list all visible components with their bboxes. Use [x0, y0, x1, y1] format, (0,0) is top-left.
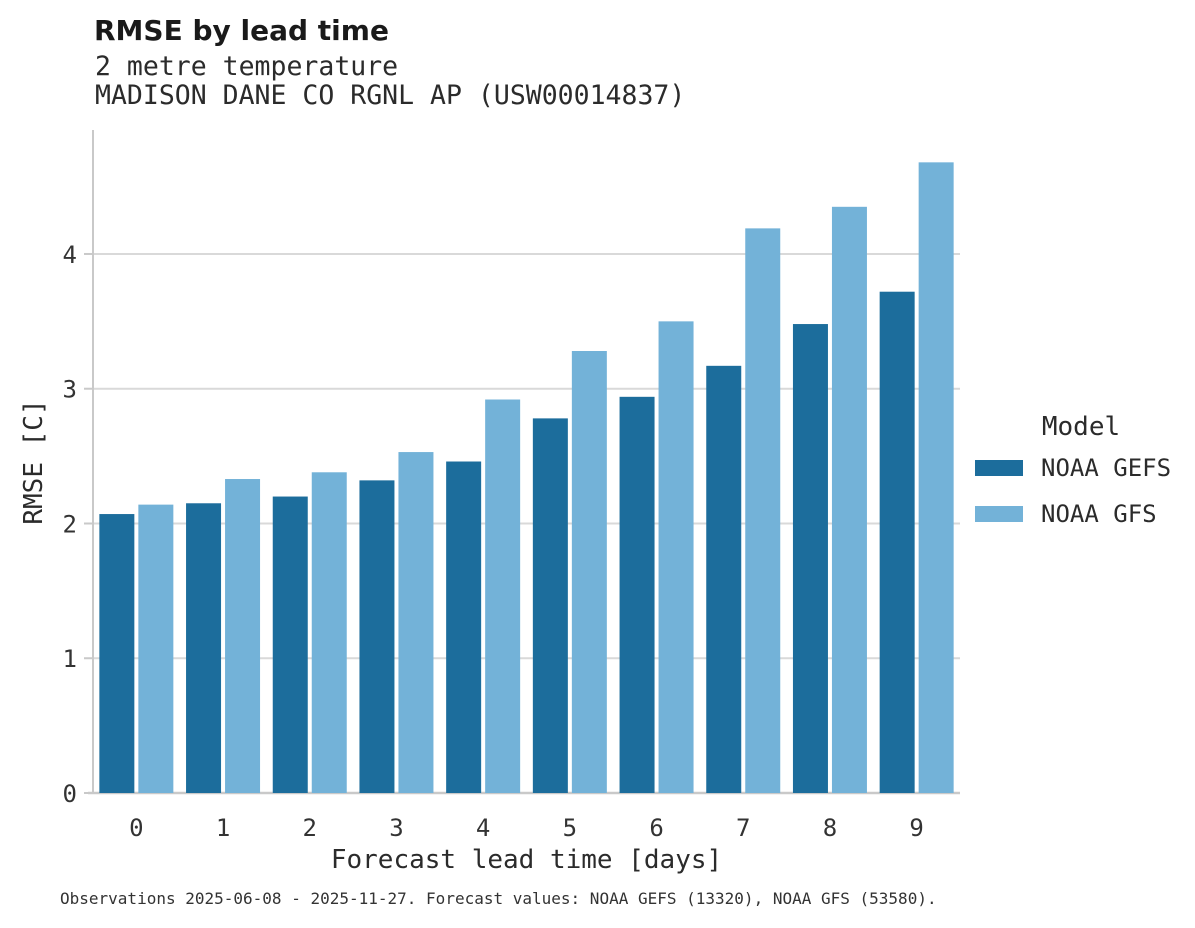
y-axis-label: RMSE [C] [19, 399, 49, 525]
x-tick-label-3: 3 [389, 814, 403, 842]
chart-subtitle-station: MADISON DANE CO RGNL AP (USW00014837) [95, 80, 686, 111]
bar-noaa-gefs-5 [532, 418, 568, 793]
legend-label: NOAA GFS [1041, 500, 1157, 528]
legend-swatch-gfs [975, 506, 1023, 522]
chart-title: RMSE by lead time [94, 14, 389, 47]
x-tick-label-8: 8 [823, 814, 837, 842]
bar-noaa-gefs-4 [446, 461, 482, 793]
bar-noaa-gfs-5 [571, 351, 607, 793]
x-tick-label-0: 0 [129, 814, 143, 842]
bar-noaa-gfs-4 [485, 399, 521, 793]
bar-noaa-gefs-8 [792, 324, 828, 793]
bar-noaa-gfs-2 [311, 472, 347, 793]
x-tick-label-5: 5 [563, 814, 577, 842]
bar-noaa-gfs-6 [658, 321, 694, 793]
bar-noaa-gefs-0 [99, 514, 135, 793]
x-axis-label: Forecast lead time [days] [330, 845, 723, 875]
y-tick-label-2: 2 [63, 510, 77, 538]
x-tick-label-7: 7 [736, 814, 750, 842]
x-tick-label-6: 6 [649, 814, 663, 842]
bar-noaa-gfs-8 [831, 206, 867, 793]
y-tick-label-3: 3 [63, 376, 77, 404]
legend-entry-noaa-gefs: NOAA GEFS [975, 454, 1187, 482]
bar-noaa-gefs-2 [272, 496, 308, 793]
chart-subtitle-variable: 2 metre temperature [95, 51, 399, 82]
x-tick-label-4: 4 [476, 814, 490, 842]
x-tick-label-1: 1 [216, 814, 230, 842]
bar-noaa-gefs-3 [359, 480, 395, 793]
y-tick-label-4: 4 [63, 241, 77, 269]
legend-title: Model [1041, 412, 1121, 442]
bar-noaa-gfs-0 [138, 504, 174, 793]
legend-swatch-gefs [975, 460, 1023, 476]
legend-entry-noaa-gfs: NOAA GFS [975, 500, 1187, 528]
x-tick-label-9: 9 [909, 814, 923, 842]
bar-noaa-gfs-3 [398, 452, 434, 793]
bar-noaa-gefs-7 [706, 365, 742, 793]
y-tick-label-1: 1 [63, 645, 77, 673]
bar-noaa-gefs-1 [186, 503, 222, 793]
bar-noaa-gfs-9 [918, 162, 954, 794]
caption: Observations 2025-06-08 - 2025-11-27. Fo… [60, 889, 937, 908]
bar-noaa-gfs-7 [745, 228, 781, 793]
x-tick-label-2: 2 [303, 814, 317, 842]
legend: Model NOAA GEFS NOAA GFS [975, 412, 1187, 546]
bar-noaa-gfs-1 [225, 479, 261, 793]
legend-label: NOAA GEFS [1041, 454, 1172, 482]
bar-noaa-gefs-6 [619, 396, 655, 793]
legend-entries: NOAA GEFS NOAA GFS [975, 454, 1187, 528]
bar-noaa-gefs-9 [879, 291, 915, 793]
y-tick-label-0: 0 [63, 780, 77, 808]
